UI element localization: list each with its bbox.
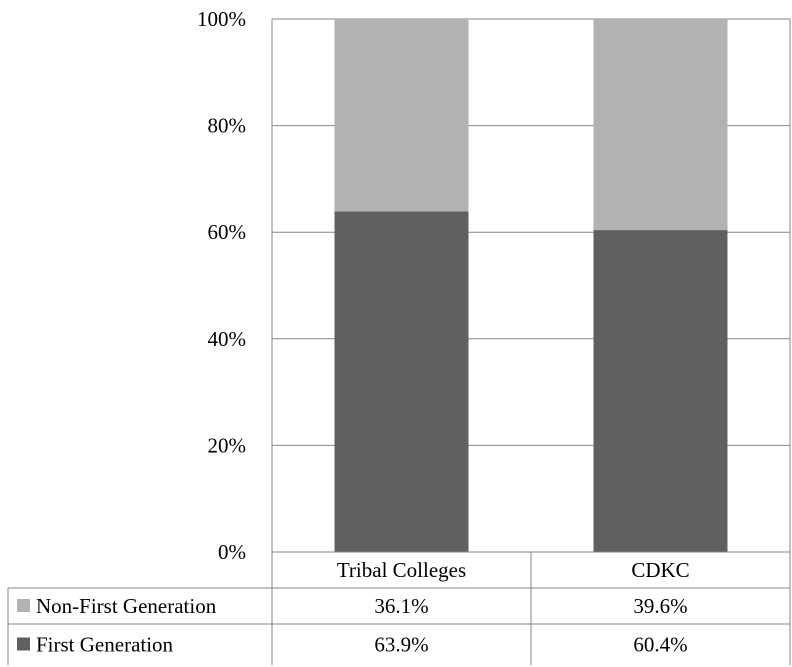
- y-axis-tick-labels: 0% 20% 40% 60% 80% 100%: [197, 7, 246, 564]
- legend-swatch: [17, 637, 30, 651]
- legend-swatch: [17, 599, 30, 612]
- data-label: 60.4%: [633, 633, 687, 657]
- x-category-label: Tribal Colleges: [337, 558, 466, 582]
- data-label: 36.1%: [374, 594, 428, 618]
- y-tick-label: 80%: [208, 114, 247, 138]
- bar-non-first-generation-tribal-colleges: [334, 19, 469, 212]
- bars: [334, 19, 728, 552]
- bar-non-first-generation-cdkc: [593, 19, 728, 231]
- data-label: 63.9%: [374, 633, 428, 657]
- y-tick-label: 100%: [197, 7, 246, 31]
- data-label: 39.6%: [633, 594, 687, 618]
- x-category-label: CDKC: [631, 558, 689, 582]
- data-table: Tribal Colleges CDKC Non-First Generation 3…: [7, 19, 791, 665]
- bar-first-generation-tribal-colleges: [334, 211, 469, 552]
- y-tick-label: 0%: [218, 540, 246, 564]
- y-tick-label: 40%: [208, 327, 247, 351]
- bar-first-generation-cdkc: [593, 230, 728, 552]
- legend-label: First Generation: [36, 633, 174, 657]
- y-tick-label: 60%: [208, 220, 247, 244]
- y-tick-label: 20%: [208, 433, 247, 457]
- legend-label: Non-First Generation: [36, 594, 217, 618]
